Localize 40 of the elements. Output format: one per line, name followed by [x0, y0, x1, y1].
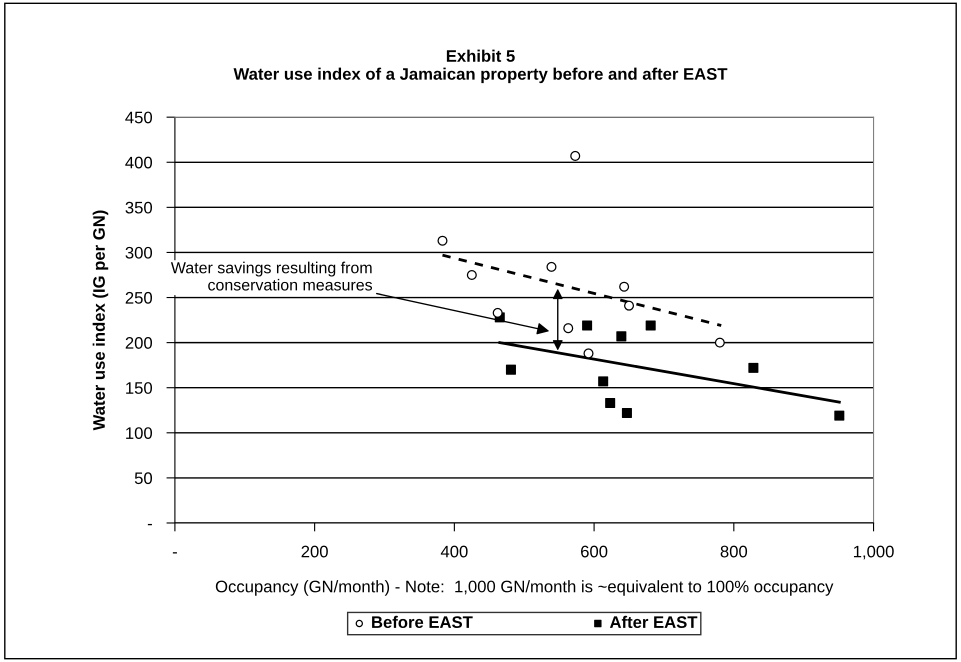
y-axis-title: Water use index (IG per GN)	[92, 210, 108, 430]
point	[437, 236, 448, 246]
legend-label: Before EAST	[372, 616, 473, 628]
x-tick-label: 1,000	[854, 546, 894, 560]
point	[605, 398, 616, 408]
x-tick-label: 400	[440, 546, 468, 558]
chart-title: Exhibit 5 Water use index of a Jamaican property before and after EAST	[234, 50, 728, 84]
annotation: Water savings resulting from conservation measures	[170, 262, 372, 291]
y-tick-label: 300	[126, 246, 152, 259]
y-tick-label: 450	[125, 112, 152, 124]
y-tick-label: 350	[126, 202, 152, 214]
y-tick-label: 400	[125, 156, 152, 168]
point	[563, 323, 574, 334]
point	[506, 364, 516, 375]
y-tick-label: -	[148, 524, 152, 526]
point	[619, 282, 630, 292]
x-tick-label: 200	[302, 546, 328, 558]
point	[622, 408, 632, 418]
y-tick-label: 200	[126, 337, 152, 349]
x-tick-label: 800	[720, 546, 748, 558]
y-tick-label: 100	[126, 427, 152, 440]
legend-label: After EAST	[610, 616, 698, 628]
point	[616, 331, 626, 342]
x-axis-title: Occupancy (GN/month) - Note: 1,000 GN/month is ~equivalent to 100% occupancy	[216, 580, 834, 596]
point	[492, 308, 503, 318]
point	[714, 338, 725, 348]
point	[646, 320, 656, 331]
point	[834, 410, 844, 421]
point	[546, 262, 556, 272]
y-tick-label: 250	[126, 292, 152, 304]
point	[748, 362, 758, 373]
point	[582, 320, 592, 331]
point	[624, 300, 634, 311]
x-tick-label: 600	[581, 546, 608, 558]
point	[466, 270, 477, 280]
point	[583, 348, 594, 358]
y-tick-label: 150	[126, 382, 152, 394]
point	[598, 376, 608, 386]
y-tick-label: 50	[134, 472, 152, 484]
point	[570, 150, 580, 161]
